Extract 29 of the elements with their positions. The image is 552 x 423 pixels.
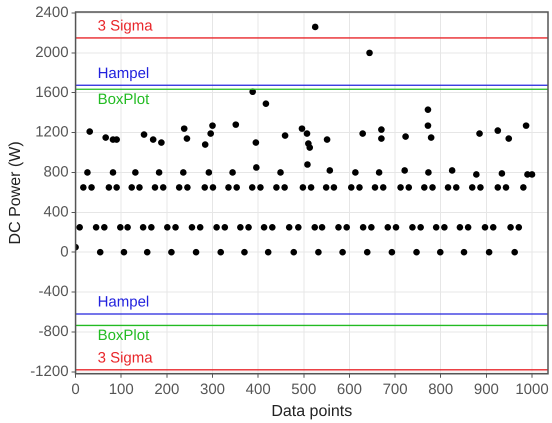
x-tick-label: 700 (382, 380, 408, 398)
y-tick-label: -800 (38, 323, 69, 340)
ref-line-label: BoxPlot (98, 327, 150, 344)
x-tick-label: 900 (474, 380, 499, 398)
x-tick-label: 800 (428, 380, 454, 398)
x-tick-label: 300 (200, 380, 226, 398)
x-tick-label: 500 (291, 380, 316, 398)
ref-line-label: BoxPlot (98, 90, 150, 108)
y-tick-label: 400 (44, 203, 69, 220)
y-tick-label: -400 (38, 283, 69, 300)
x-tick-label: 600 (336, 380, 362, 398)
y-tick-label: 1600 (35, 84, 69, 101)
ref-line-label: Hampel (98, 64, 150, 82)
x-axis-title: Data points (271, 402, 352, 420)
y-tick-label: -1200 (30, 362, 69, 380)
y-tick-label: 2000 (35, 44, 69, 62)
x-tick-label: 100 (108, 380, 134, 398)
y-tick-label: 0 (60, 243, 69, 260)
ref-line-label: Hampel (98, 294, 150, 311)
x-tick-label: 0 (71, 380, 80, 398)
x-tick-label: 200 (154, 380, 180, 398)
y-tick-label: 800 (44, 164, 69, 181)
ref-line-label: 3 Sigma (98, 18, 154, 35)
y-tick-label: 2400 (35, 4, 69, 22)
x-tick-label: 1000 (515, 380, 549, 398)
x-tick-label: 400 (246, 380, 271, 398)
y-tick-label: 1200 (35, 124, 69, 141)
ref-line-label: 3 Sigma (98, 349, 154, 366)
y-axis-title: DC Power (W) (7, 141, 24, 244)
